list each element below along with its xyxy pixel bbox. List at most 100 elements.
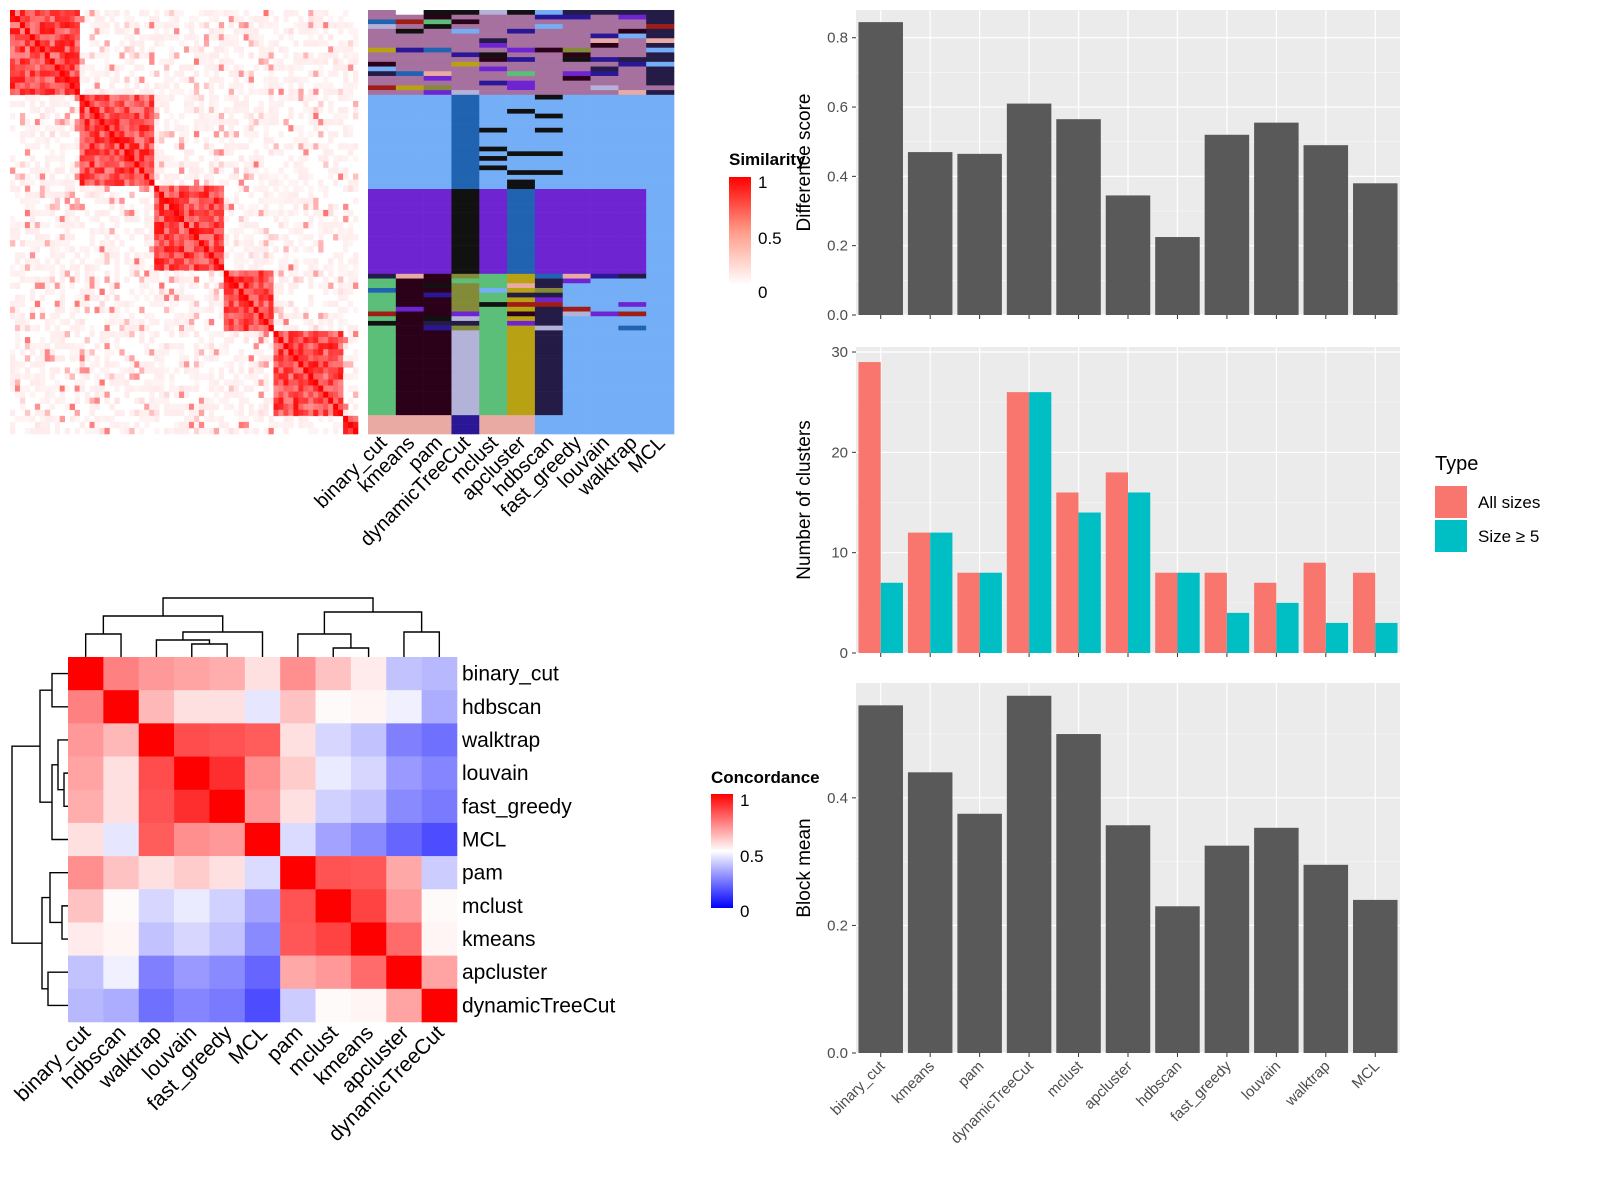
- cluster-label-cell: [590, 207, 619, 213]
- cluster-label-cell: [507, 141, 536, 147]
- concordance-cell: [68, 690, 104, 724]
- cluster-label-cell: [451, 212, 480, 218]
- similarity-cell: [154, 331, 160, 338]
- similarity-cell: [154, 355, 160, 362]
- similarity-cell: [323, 40, 329, 47]
- cluster-label-cell: [646, 146, 675, 152]
- similarity-cell: [24, 427, 31, 435]
- cluster-label-cell: [562, 146, 591, 152]
- similarity-cell: [24, 70, 31, 77]
- similarity-cell: [313, 403, 319, 411]
- cluster-label-cell: [395, 226, 424, 232]
- similarity-cell: [69, 40, 75, 47]
- similarity-cell: [169, 191, 175, 199]
- cluster-label-cell: [562, 189, 591, 195]
- cluster-label-cell: [395, 66, 424, 72]
- similarity-cell: [184, 161, 190, 168]
- similarity-cell: [263, 331, 269, 338]
- similarity-cell: [149, 179, 155, 186]
- similarity-cell: [29, 94, 36, 102]
- similarity-cell: [179, 70, 185, 77]
- similarity-cell: [149, 143, 155, 150]
- similarity-cell: [313, 379, 319, 386]
- cluster-label-cell: [562, 344, 591, 350]
- concordance-cell: [209, 955, 246, 990]
- cluster-label-cell: [562, 61, 591, 67]
- cluster-label-cell: [562, 94, 591, 100]
- similarity-cell: [179, 264, 185, 271]
- similarity-cell: [69, 46, 75, 53]
- similarity-cell: [253, 294, 259, 302]
- similarity-cell: [44, 125, 51, 132]
- similarity-cell: [34, 234, 41, 241]
- similarity-cell: [298, 331, 304, 338]
- similarity-cell: [348, 28, 354, 35]
- similarity-cell: [188, 106, 195, 114]
- similarity-cell: [273, 58, 279, 65]
- similarity-cell: [243, 100, 249, 108]
- cluster-label-cell: [395, 231, 424, 237]
- similarity-cell: [248, 137, 254, 144]
- similarity-cell: [29, 215, 36, 223]
- similarity-cell: [19, 70, 26, 77]
- cluster-label-cell: [534, 207, 564, 213]
- cluster-label-cell: [368, 10, 397, 16]
- similarity-cell: [74, 276, 80, 283]
- similarity-cell: [134, 179, 140, 186]
- similarity-cell: [228, 203, 235, 211]
- similarity-cell: [348, 337, 354, 344]
- concordance-cell: [174, 922, 210, 956]
- similarity-cell: [94, 415, 100, 423]
- similarity-cell: [278, 264, 284, 271]
- similarity-cell: [129, 16, 135, 23]
- cluster-label-cell: [590, 80, 619, 86]
- similarity-cell: [94, 22, 100, 29]
- similarity-cell: [313, 10, 319, 17]
- similarity-cell: [258, 112, 264, 120]
- similarity-cell: [154, 264, 160, 271]
- similarity-cell: [293, 312, 299, 320]
- cluster-label-cell: [479, 75, 508, 81]
- number-of-clusters-chart-bar: [1029, 392, 1052, 653]
- similarity-cell: [353, 215, 359, 223]
- similarity-cell: [218, 240, 225, 247]
- similarity-cell: [10, 228, 16, 235]
- similarity-cell: [278, 167, 284, 174]
- similarity-cell: [208, 228, 215, 235]
- similarity-cell: [99, 94, 105, 102]
- similarity-cell: [343, 288, 349, 295]
- similarity-cell: [19, 119, 26, 126]
- similarity-cell: [278, 288, 284, 295]
- similarity-cell: [59, 34, 65, 41]
- cluster-label-cell: [562, 240, 591, 246]
- similarity-cell: [318, 331, 324, 338]
- similarity-cell: [59, 143, 65, 150]
- similarity-cell: [144, 282, 150, 289]
- cluster-label-cell: [507, 391, 536, 397]
- similarity-cell: [348, 421, 354, 429]
- similarity-cell: [149, 276, 155, 283]
- similarity-cell: [208, 427, 215, 435]
- similarity-cell: [303, 246, 309, 253]
- similarity-cell: [139, 264, 145, 271]
- similarity-cell: [248, 40, 254, 47]
- cluster-label-cell: [368, 71, 397, 77]
- similarity-cell: [179, 88, 185, 96]
- similarity-cell: [19, 294, 26, 302]
- similarity-cell: [119, 64, 125, 71]
- similarity-cell: [313, 343, 319, 350]
- cluster-label-cell: [646, 320, 675, 326]
- cluster-label-cell: [479, 141, 508, 147]
- cluster-label-cell: [368, 372, 397, 378]
- block-mean-chart-x-tick-label: kmeans: [889, 1058, 938, 1107]
- similarity-cell: [238, 22, 244, 29]
- similarity-cell: [298, 343, 304, 350]
- similarity-cell: [184, 324, 190, 332]
- similarity-cell: [273, 197, 279, 205]
- block-mean-chart-x-tick-label: louvain: [1239, 1058, 1285, 1104]
- cluster-label-cell: [423, 99, 452, 105]
- similarity-cell: [228, 324, 235, 332]
- similarity-cell: [149, 246, 155, 253]
- similarity-cell: [333, 288, 339, 295]
- similarity-cell: [303, 415, 309, 423]
